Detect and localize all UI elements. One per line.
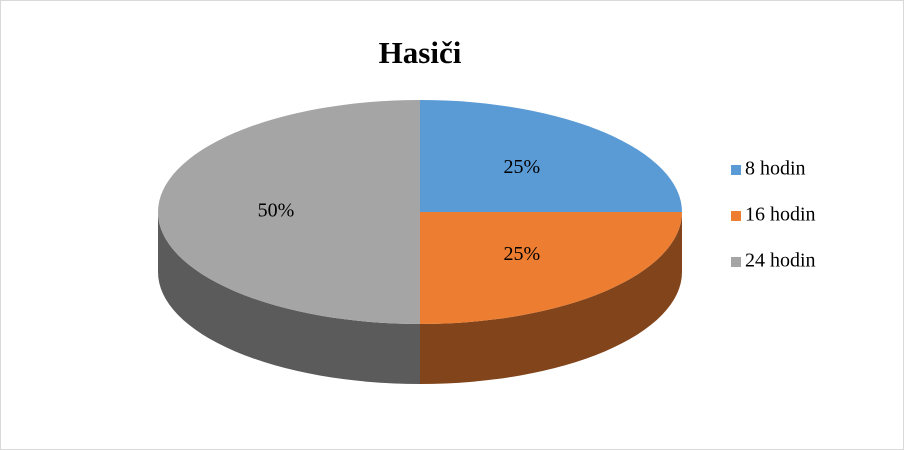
- legend-swatch: [731, 257, 741, 267]
- legend-swatch: [731, 165, 741, 175]
- chart-title: Hasiči: [379, 35, 462, 70]
- legend-label: 24 hodin: [745, 250, 816, 272]
- data-label: 25%: [504, 156, 541, 178]
- legend-label: 16 hodin: [745, 204, 816, 226]
- slice-side: [420, 212, 682, 384]
- data-label: 25%: [504, 243, 541, 265]
- slice-side: [158, 212, 420, 384]
- slice: [420, 100, 682, 212]
- legend-swatch: [731, 211, 741, 221]
- data-label: 50%: [258, 200, 295, 222]
- slice: [158, 100, 420, 324]
- slice: [420, 212, 682, 324]
- legend-label: 8 hodin: [745, 158, 806, 180]
